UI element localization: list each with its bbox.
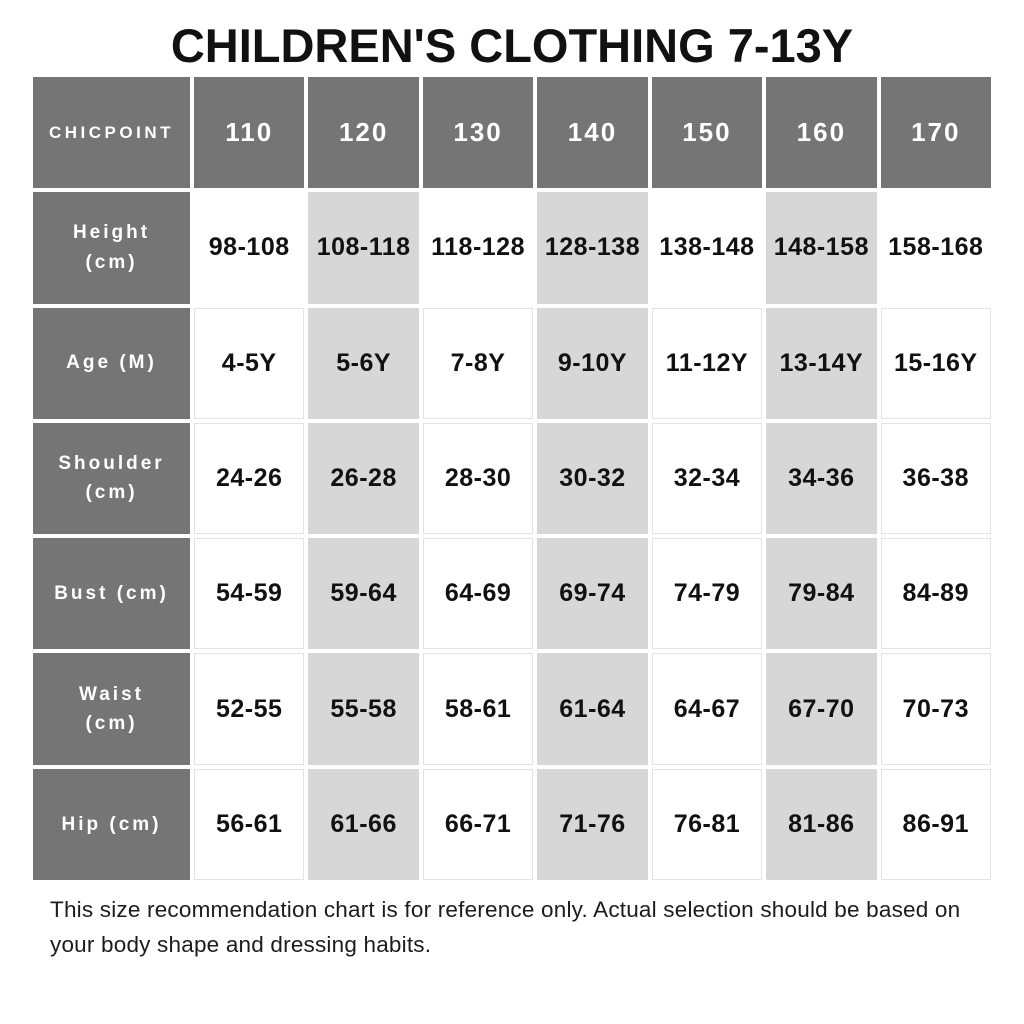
- table-cell: 66-71: [422, 768, 534, 880]
- column-header-size-160: 160: [766, 77, 877, 189]
- table-cell: 76-81: [651, 768, 763, 880]
- table-cell: 84-89: [880, 538, 991, 650]
- row-label: Age (M): [33, 307, 190, 419]
- table-cell: 108-118: [308, 192, 419, 304]
- table-cell: 74-79: [651, 538, 763, 650]
- table-cell: 55-58: [308, 653, 419, 765]
- table-cell: 61-64: [537, 653, 648, 765]
- table-cell: 11-12Y: [651, 307, 763, 419]
- row-label: Bust (cm): [33, 538, 190, 650]
- table-cell: 34-36: [766, 422, 877, 535]
- column-header-size-120: 120: [308, 77, 419, 189]
- row-label: Waist (cm): [33, 653, 190, 765]
- table-cell: 158-168: [880, 192, 991, 304]
- column-header-size-140: 140: [537, 77, 648, 189]
- table-cell: 61-66: [308, 768, 419, 880]
- column-header-size-170: 170: [880, 77, 991, 189]
- table-cell: 128-138: [537, 192, 648, 304]
- table-cell: 79-84: [766, 538, 877, 650]
- table-cell: 138-148: [651, 192, 763, 304]
- table-cell: 81-86: [766, 768, 877, 880]
- size-table: CHICPOINT 110 120 130 140 150 160 170 Height (cm…: [33, 77, 991, 880]
- page-title: CHILDREN'S CLOTHING 7-13Y: [170, 19, 854, 72]
- table-cell: 4-5Y: [194, 307, 305, 419]
- table-cell: 26-28: [308, 422, 419, 535]
- row-label: Hip (cm): [33, 768, 190, 880]
- table-cell: 28-30: [422, 422, 534, 535]
- table-cell: 24-26: [194, 422, 305, 535]
- table-cell: 30-32: [537, 422, 648, 535]
- row-label: Height (cm): [33, 192, 190, 304]
- table-cell: 98-108: [194, 192, 305, 304]
- table-cell: 86-91: [880, 768, 991, 880]
- table-cell: 58-61: [422, 653, 534, 765]
- table-cell: 13-14Y: [766, 307, 877, 419]
- table-cell: 15-16Y: [880, 307, 991, 419]
- table-cell: 36-38: [880, 422, 991, 535]
- column-header-size-130: 130: [422, 77, 534, 189]
- table-cell: 9-10Y: [537, 307, 648, 419]
- table-cell: 52-55: [194, 653, 305, 765]
- table-cell: 32-34: [651, 422, 763, 535]
- table-cell: 59-64: [308, 538, 419, 650]
- table-cell: 56-61: [194, 768, 305, 880]
- column-header-size-110: 110: [194, 77, 305, 189]
- table-cell: 69-74: [537, 538, 648, 650]
- table-cell: 64-67: [651, 653, 763, 765]
- column-header-size-150: 150: [651, 77, 763, 189]
- table-cell: 70-73: [880, 653, 991, 765]
- table-cell: 64-69: [422, 538, 534, 650]
- row-label: Shoulder (cm): [33, 422, 190, 535]
- table-cell: 67-70: [766, 653, 877, 765]
- table-cell: 5-6Y: [308, 307, 419, 419]
- table-cell: 71-76: [537, 768, 648, 880]
- table-cell: 54-59: [194, 538, 305, 650]
- table-cell: 7-8Y: [422, 307, 534, 419]
- table-cell: 148-158: [766, 192, 877, 304]
- footer-disclaimer: This size recommendation chart is for re…: [50, 897, 961, 957]
- table-corner-brand-label: CHICPOINT: [33, 77, 190, 189]
- table-cell: 118-128: [422, 192, 534, 304]
